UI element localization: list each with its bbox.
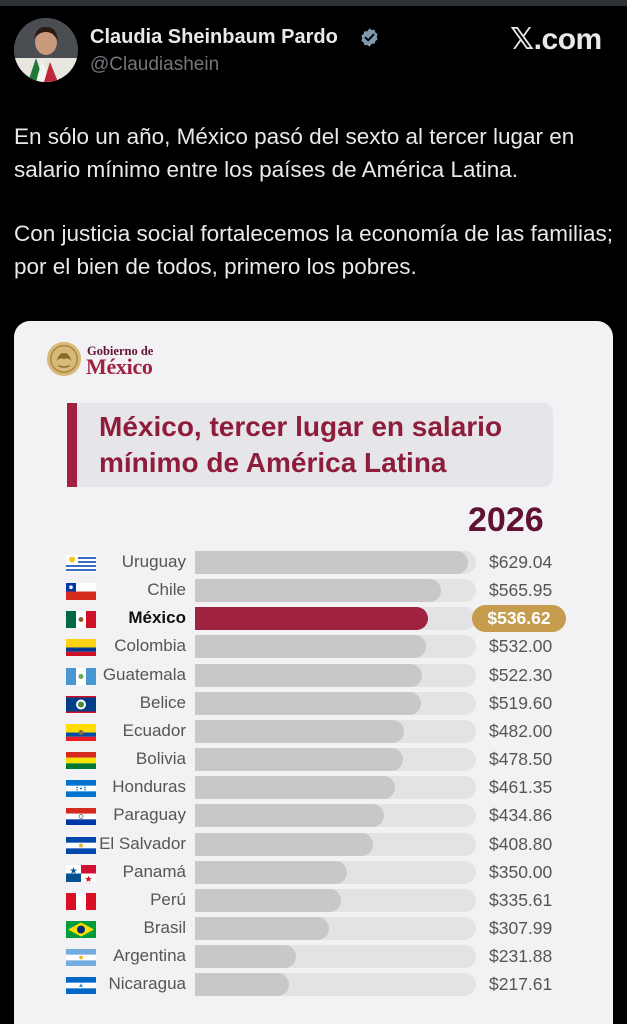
category-label: Ecuador: [122, 720, 186, 740]
bar-nicaragua: [195, 973, 290, 997]
flag-ecuador-icon: [66, 723, 96, 741]
category-label: México: [128, 608, 186, 628]
avatar-portrait-icon: [14, 18, 78, 82]
flag-colombia-icon: [66, 639, 96, 657]
post-paragraph-2: Con justicia social fortalecemos la econ…: [14, 221, 614, 279]
data-label: $522.30: [489, 664, 553, 685]
flag-bolivia-icon: [66, 752, 96, 770]
bar-el-salvador: [195, 832, 373, 856]
post-text: En sólo un año, México pasó del sexto al…: [14, 120, 614, 314]
category-label: Belice: [139, 692, 186, 712]
bar-bolivia: [195, 748, 403, 772]
bar-argentina: [195, 945, 296, 969]
flag-peru-icon: [66, 892, 96, 910]
flag-guatemala-icon: [66, 667, 96, 685]
category-label: Chile: [147, 580, 186, 600]
data-label: $482.00: [489, 720, 553, 741]
chart-row-ecuador: Ecuador $482.00: [14, 718, 613, 746]
category-label: Uruguay: [121, 552, 186, 571]
gobierno-logo-big: México: [86, 354, 153, 379]
bar-ecuador: [195, 719, 405, 743]
chart-row-honduras: Honduras $461.35: [14, 774, 613, 802]
flag-belice-icon: [66, 695, 96, 713]
chart-row-brasil: Brasil $307.99: [14, 915, 613, 943]
bar-brasil: [195, 916, 329, 940]
verified-badge-icon: [361, 28, 378, 47]
category-label: Bolivia: [135, 749, 186, 769]
category-label: Nicaragua: [108, 974, 187, 994]
data-label: $565.95: [489, 580, 553, 601]
data-label: $307.99: [489, 917, 553, 938]
chart-row-colombia: Colombia $532.00: [14, 633, 613, 661]
chart-row-el-salvador: El Salvador $408.80: [14, 831, 613, 859]
eagle-seal-icon: [46, 341, 82, 377]
post-paragraph-1: En sólo un año, México pasó del sexto al…: [14, 124, 575, 182]
category-label: Argentina: [113, 946, 186, 966]
chart-row-paraguay: Paraguay $434.86: [14, 802, 613, 830]
category-label: Perú: [150, 889, 186, 909]
chart-title: México, tercer lugar en salario mínimo d…: [99, 411, 503, 478]
data-label: $532.00: [489, 636, 553, 657]
chart-row-peru: Perú $335.61: [14, 887, 613, 915]
category-label: Colombia: [114, 636, 186, 656]
flag-uruguay-icon: [66, 555, 96, 572]
flag-el-salvador-icon: [66, 836, 96, 854]
data-label: $217.61: [489, 974, 553, 995]
avatar[interactable]: [14, 18, 78, 82]
category-label: Paraguay: [113, 805, 186, 825]
data-label: $629.04: [489, 552, 553, 572]
bar-mexico: [195, 607, 428, 631]
bar-uruguay: [195, 551, 469, 574]
data-label: $461.35: [489, 777, 553, 798]
top-divider: [0, 0, 627, 6]
chart-row-uruguay: Uruguay $629.04: [14, 549, 613, 577]
data-label: $434.86: [489, 805, 553, 826]
gobierno-logo-small: Gobierno de: [87, 344, 154, 358]
chart-row-nicaragua: Nicaragua $217.61: [14, 971, 613, 999]
bar-belice: [195, 691, 421, 715]
attached-image[interactable]: Gobierno de México México, tercer lugar …: [14, 321, 613, 1024]
chart-year: 2026: [468, 501, 544, 539]
flag-chile-icon: [66, 583, 96, 601]
bar-peru: [195, 888, 341, 912]
category-label: Honduras: [112, 777, 186, 797]
bar-honduras: [195, 776, 396, 800]
flag-panama-icon: [66, 864, 96, 882]
flag-honduras-icon: [66, 780, 96, 798]
title-panel: [67, 403, 553, 487]
bar-panama: [195, 860, 347, 884]
bar-guatemala: [195, 663, 422, 687]
chart-row-panama: Panamá $350.00: [14, 859, 613, 887]
chart-row-bolivia: Bolivia $478.50: [14, 746, 613, 774]
data-label: $231.88: [489, 946, 553, 967]
category-label: Guatemala: [102, 664, 186, 684]
bar-colombia: [195, 635, 426, 659]
bar-chile: [195, 579, 441, 603]
chart-row-chile: Chile $565.95: [14, 577, 613, 605]
category-label: El Salvador: [99, 833, 186, 853]
data-label: $536.62: [472, 605, 566, 633]
category-label: Brasil: [143, 917, 186, 937]
flag-nicaragua-icon: [66, 977, 96, 995]
flag-paraguay-icon: [66, 808, 96, 826]
data-label: $519.60: [489, 692, 553, 713]
x-logo: 𝕏.com: [510, 23, 602, 56]
data-label: $408.80: [489, 833, 553, 854]
author-handle[interactable]: @Claudiashein: [90, 54, 220, 75]
chart-row-mexico: México $536.62: [14, 605, 613, 633]
data-label: $350.00: [489, 861, 553, 882]
flag-mexico-icon: [66, 611, 96, 629]
title-accent-bar: [67, 403, 77, 487]
data-label: $478.50: [489, 749, 553, 770]
flag-argentina-icon: [66, 949, 96, 967]
chart-row-argentina: Argentina $231.88: [14, 943, 613, 971]
chart-row-guatemala: Guatemala $522.30: [14, 662, 613, 690]
flag-brasil-icon: [66, 920, 96, 938]
bar-paraguay: [195, 804, 384, 828]
data-label: $335.61: [489, 889, 553, 910]
category-label: Panamá: [122, 861, 186, 881]
chart-row-belice: Belice $519.60: [14, 690, 613, 718]
author-name[interactable]: Claudia Sheinbaum Pardo: [90, 26, 338, 48]
